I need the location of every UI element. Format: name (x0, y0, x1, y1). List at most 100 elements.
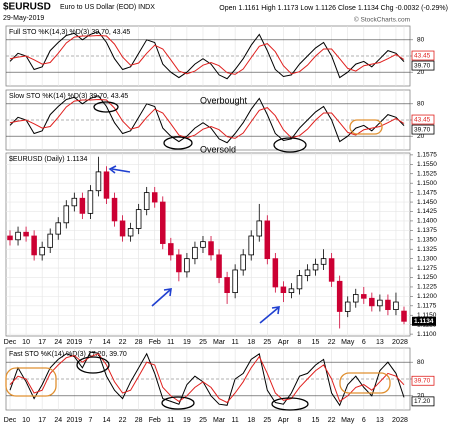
candle-body (31, 235, 37, 256)
source: © StockCharts.com (354, 16, 410, 24)
y-tick-label: 1.1450 (417, 199, 437, 206)
y-tick-label: 1.1525 (417, 170, 437, 177)
y-tick-label: 1.1550 (417, 161, 437, 168)
candle-body (7, 235, 13, 241)
highlight-box (339, 372, 391, 394)
x-tick-label: 11 (232, 339, 239, 346)
candle-body (47, 233, 53, 248)
panel-title: Slow STO %K(14) %D(3) 39.70, 43.45 (9, 93, 128, 100)
x-tick-label: 18 (247, 417, 255, 424)
candle-body (304, 269, 311, 277)
x-tick-label: 25 (199, 339, 207, 346)
x-tick-label: 17 (38, 339, 46, 346)
y-tick-label: 1.1350 (417, 237, 437, 244)
last-value-box (411, 396, 435, 407)
y-tick-label: 1.1250 (417, 274, 437, 281)
y-tick-label: 1.1575 (417, 152, 437, 159)
x-tick-label: 6 (362, 417, 366, 424)
stochastic-line (9, 31, 405, 80)
x-tick-label: 11 (232, 417, 239, 424)
panel-title: Full STO %K(14,3) %D(3) 39.70, 43.45 (9, 29, 130, 36)
y-tick-label: 20 (417, 133, 425, 140)
highlight-ellipse (163, 136, 193, 150)
candle-body (328, 258, 335, 282)
last-value-box (411, 114, 435, 125)
last-value-box (412, 316, 436, 326)
symbol: $EURUSD (3, 2, 51, 13)
x-tick-label: 10 (22, 339, 30, 346)
stochastic-line (9, 351, 405, 407)
arrow-head (271, 306, 280, 315)
y-tick-label: 20 (417, 69, 425, 76)
candle-body (344, 301, 351, 312)
y-tick-label: 80 (417, 37, 425, 44)
x-tick-label: 19 (183, 417, 191, 424)
x-tick-label: 11 (167, 417, 174, 424)
highlight-ellipse (273, 137, 307, 153)
annotation: Oversold (200, 144, 236, 154)
x-tick-label: 28 (400, 339, 408, 346)
arrow (151, 289, 171, 307)
y-tick-label: 1.1100 (417, 331, 437, 338)
x-tick-label: Mar (213, 339, 226, 346)
candle-body (192, 246, 198, 260)
y-tick-label: 1.1300 (417, 255, 437, 262)
x-tick-label: 22 (119, 417, 127, 424)
x-tick-label: May (341, 417, 355, 424)
x-tick-label: 28 (135, 339, 143, 346)
x-tick-label: 22 (119, 339, 127, 346)
arrow (111, 168, 131, 173)
arrows (108, 165, 280, 324)
stochastic-line (9, 98, 405, 139)
x-tick-label: 6 (362, 339, 366, 346)
x-tick-label: 17 (38, 417, 46, 424)
y-tick-label: 1.1200 (417, 293, 437, 300)
y-tick-label: 1.1475 (417, 189, 437, 196)
candle-body (176, 254, 182, 273)
candle-body (23, 231, 29, 237)
x-tick-label: 22 (328, 417, 336, 424)
stochastic-line (9, 95, 405, 144)
highlight-ellipse (93, 101, 119, 113)
candle-body (385, 299, 391, 310)
highlight-ellipse (161, 396, 195, 410)
y-tick-label: 1.1400 (417, 218, 437, 225)
candle-body (369, 297, 375, 307)
y-tick-label: 80 (417, 359, 425, 366)
last-value-label: 43.45 (414, 116, 431, 123)
candle-body (151, 192, 158, 203)
x-tick-label: 13 (376, 339, 384, 346)
candle-body (95, 171, 102, 192)
candle-body (377, 299, 383, 307)
candle-body (15, 231, 21, 241)
x-tick-label: Mar (213, 417, 226, 424)
x-tick-label: 10 (22, 417, 30, 424)
candle-body (248, 235, 254, 256)
candle-body (320, 258, 327, 265)
candle-body (401, 310, 407, 322)
x-tick-label: Dec (4, 417, 17, 424)
panel-title: $EURUSD (Daily) 1.1134 (9, 156, 88, 163)
candle-body (361, 294, 367, 299)
x-tick-label: Feb (149, 339, 161, 346)
y-tick-label: 1.1275 (417, 265, 437, 272)
candle-body (200, 241, 206, 248)
last-value-box (411, 50, 435, 61)
symbol-name: Euro to US Dollar (EOD) INDX (60, 4, 155, 11)
x-tick-label: 8 (298, 417, 302, 424)
candle-body (296, 275, 303, 290)
x-tick-label: 20 (392, 417, 400, 424)
panel-frame (5, 152, 411, 337)
candle-body (63, 205, 70, 224)
y-tick-label: 20 (417, 393, 425, 400)
quote: Open 1.1161 High 1.1173 Low 1.1126 Close… (219, 5, 448, 12)
candle-body (127, 228, 134, 237)
candle-body (280, 286, 287, 294)
y-tick-label: 1.1375 (417, 227, 437, 234)
highlight-ellipse (271, 397, 309, 411)
last-value-label: 39.70 (414, 62, 431, 69)
x-tick-label: 19 (183, 339, 191, 346)
x-tick-label: 24 (54, 417, 62, 424)
candle-body (168, 243, 174, 256)
